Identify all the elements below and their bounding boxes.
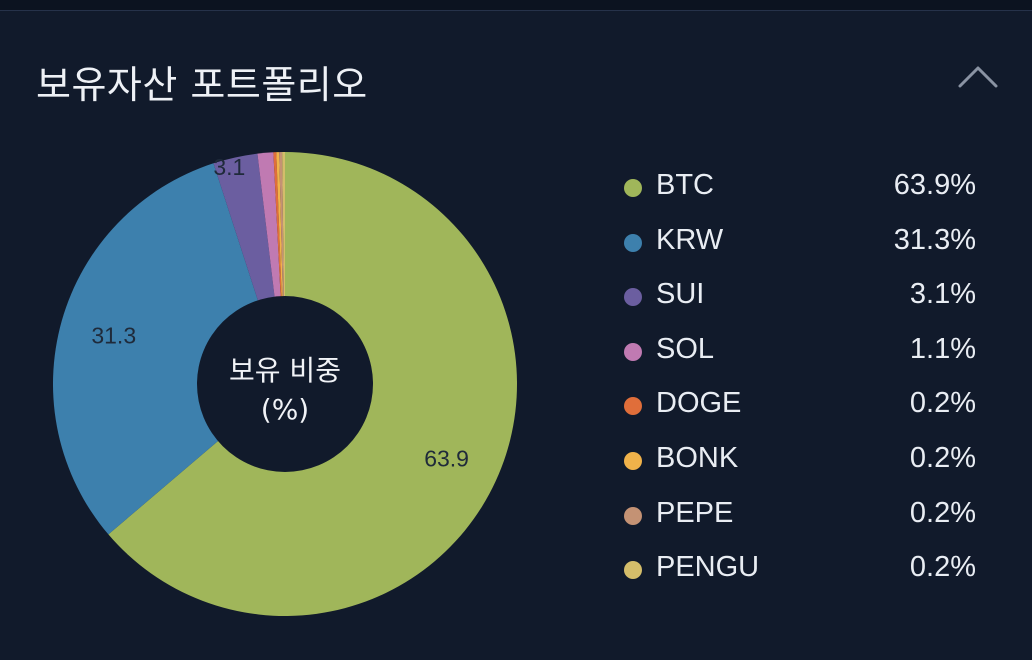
legend-item-btc[interactable]: BTC 63.9% [620, 162, 990, 217]
chevron-up-icon [958, 66, 998, 88]
legend-swatch [624, 397, 642, 416]
legend-item-pepe[interactable]: PEPE 0.2% [620, 490, 990, 545]
legend-item-doge[interactable]: DOGE 0.2% [620, 380, 990, 435]
legend-swatch [624, 561, 642, 580]
legend-percent: 0.2% [909, 496, 976, 529]
center-label-line1: 보유 비중 [229, 354, 341, 387]
legend-name: SOL [656, 332, 715, 365]
legend-item-bonk[interactable]: BONK 0.2% [620, 435, 990, 490]
top-divider [0, 0, 1032, 11]
legend-swatch [624, 451, 642, 470]
legend-percent: 63.9% [893, 169, 976, 201]
legend-swatch [624, 233, 642, 252]
portfolio-header: 보유자산 포트폴리오 [0, 40, 1032, 120]
legend-name: KRW [656, 223, 724, 256]
legend-percent: 1.1% [909, 332, 976, 365]
legend-name: PENGU [656, 551, 760, 584]
slice-label-sui: 3.1 [213, 154, 245, 180]
legend-item-krw[interactable]: KRW 31.3% [620, 217, 990, 272]
legend-swatch [624, 179, 642, 197]
legend-item-sol[interactable]: SOL 1.1% [620, 326, 990, 381]
legend-item-pengu[interactable]: PENGU 0.2% [620, 544, 990, 599]
legend-swatch [624, 288, 642, 307]
legend-percent: 3.1% [909, 278, 976, 311]
legend-percent: 0.2% [909, 441, 976, 474]
center-label-line2: (%) [261, 393, 309, 426]
chart-legend: BTC 63.9% KRW 31.3% SUI 3.1% SOL 1.1% DOGE 0.2% BO… [620, 162, 990, 599]
legend-swatch [624, 342, 642, 361]
legend-percent: 0.2% [909, 551, 976, 584]
legend-swatch [624, 506, 642, 525]
legend-name: PEPE [656, 496, 734, 529]
legend-name: SUI [656, 278, 705, 311]
legend-percent: 0.2% [909, 387, 976, 420]
slice-label-krw: 31.3 [91, 323, 136, 349]
legend-name: DOGE [656, 387, 742, 420]
holdings-pie-chart: 63.9 31.3 3.1 보유 비중 (%) [0, 130, 600, 640]
legend-name: BTC [656, 169, 714, 201]
page-title: 보유자산 포트폴리오 [36, 63, 368, 107]
collapse-button[interactable] [950, 56, 1006, 100]
legend-item-sui[interactable]: SUI 3.1% [620, 271, 990, 326]
legend-percent: 31.3% [893, 223, 976, 256]
pie-slice-krw[interactable] [53, 163, 285, 535]
slice-label-btc: 63.9 [424, 446, 469, 472]
pie-center-hole [197, 296, 373, 472]
pie-svg: 63.9 31.3 3.1 보유 비중 (%) [53, 152, 517, 616]
legend-name: BONK [656, 441, 739, 474]
